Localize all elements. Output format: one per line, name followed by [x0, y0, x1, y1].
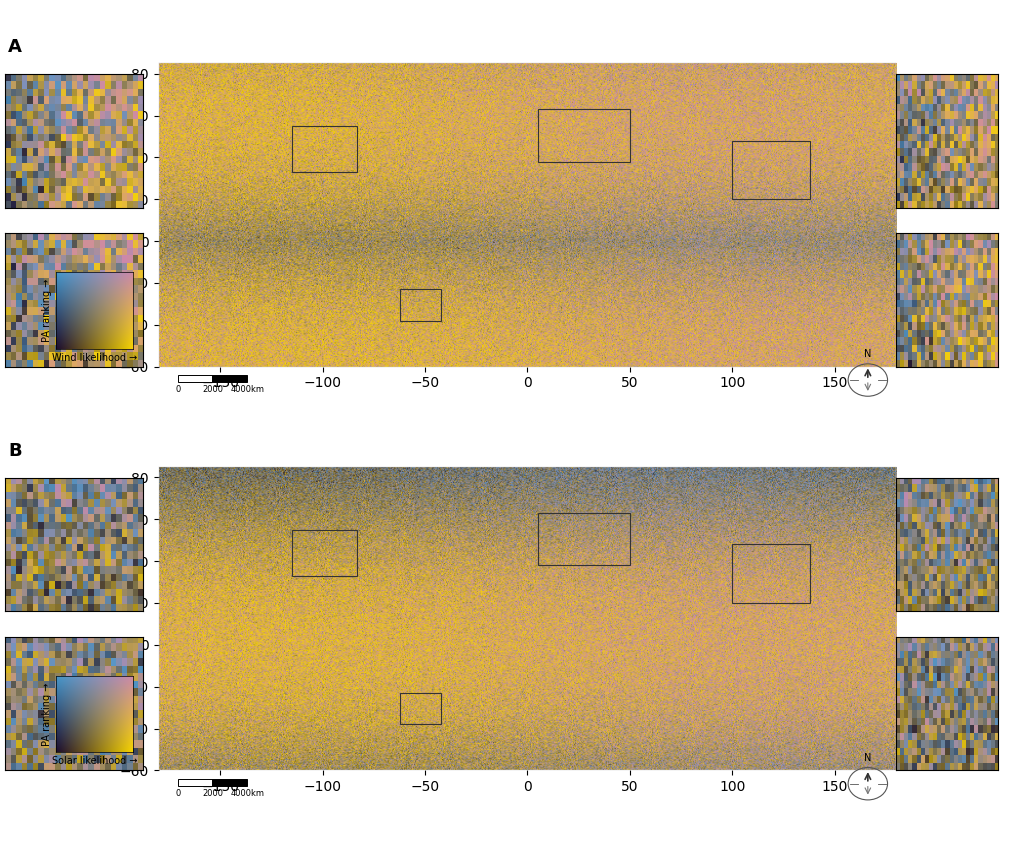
Text: 0: 0: [175, 789, 180, 798]
Text: 4000km: 4000km: [230, 385, 264, 394]
Text: N: N: [864, 753, 871, 763]
Bar: [732, 544, 810, 603]
Bar: [213, 779, 248, 785]
Text: B: B: [8, 442, 22, 459]
X-axis label: Wind likelihood →: Wind likelihood →: [52, 353, 137, 362]
Bar: [538, 109, 630, 161]
Bar: [400, 693, 441, 724]
Bar: [538, 513, 630, 565]
X-axis label: Solar likelihood →: Solar likelihood →: [52, 757, 137, 766]
Bar: [292, 126, 357, 172]
Bar: [213, 375, 248, 382]
Y-axis label: PA ranking →: PA ranking →: [42, 278, 52, 342]
Text: N: N: [864, 349, 871, 359]
Bar: [292, 530, 357, 576]
Text: 4000km: 4000km: [230, 789, 264, 798]
Bar: [732, 140, 810, 199]
Text: 2000: 2000: [202, 385, 223, 394]
Bar: [178, 779, 213, 785]
Bar: [400, 289, 441, 320]
Text: 0: 0: [175, 385, 180, 394]
Text: 2000: 2000: [202, 789, 223, 798]
Y-axis label: PA ranking →: PA ranking →: [42, 682, 52, 746]
Text: A: A: [8, 38, 23, 56]
Bar: [178, 375, 213, 382]
